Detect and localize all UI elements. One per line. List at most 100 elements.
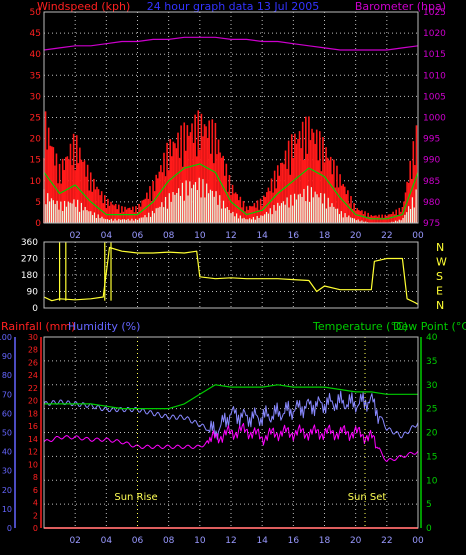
x-tick-label: 16 bbox=[288, 536, 300, 546]
sunset-label: Sun Set bbox=[348, 492, 387, 503]
baro-y-tick-label: 990 bbox=[423, 156, 440, 166]
windspeed-axis-label: Windspeed (kph) bbox=[37, 0, 130, 13]
wind-y-tick-label: 40 bbox=[30, 50, 42, 60]
wind-y-tick-label: 15 bbox=[30, 156, 41, 166]
compass-label: N bbox=[436, 241, 444, 254]
rain-y-tick-label: 12 bbox=[28, 448, 38, 457]
humidity-y-tick-label: 90 bbox=[2, 352, 12, 361]
x-tick-label: 20 bbox=[350, 536, 362, 546]
rain-y-tick-label: 0 bbox=[33, 524, 38, 533]
x-tick-label: 14 bbox=[256, 536, 268, 546]
x-tick-label: 06 bbox=[132, 536, 144, 546]
x-tick-label: 16 bbox=[288, 231, 300, 241]
temp-y-tick-label: 40 bbox=[426, 333, 438, 343]
compass-label: N bbox=[436, 299, 444, 312]
baro-y-tick-label: 985 bbox=[423, 177, 440, 187]
compass-label: S bbox=[436, 270, 443, 283]
x-tick-label: 12 bbox=[225, 231, 236, 241]
humidity-y-tick-label: 80 bbox=[2, 371, 12, 380]
x-tick-label: 20 bbox=[350, 231, 362, 241]
x-tick-label: 06 bbox=[132, 231, 144, 241]
x-tick-label: 22 bbox=[381, 231, 392, 241]
rain-y-tick-label: 24 bbox=[28, 371, 38, 380]
temp-y-tick-label: 5 bbox=[426, 500, 432, 510]
baro-y-tick-label: 1010 bbox=[423, 71, 446, 81]
rain-y-tick-label: 28 bbox=[28, 346, 38, 355]
x-tick-label: 10 bbox=[194, 231, 206, 241]
x-tick-label: 18 bbox=[319, 536, 331, 546]
wind-y-tick-label: 0 bbox=[35, 219, 41, 229]
baro-y-tick-label: 975 bbox=[423, 219, 440, 229]
baro-y-tick-label: 1020 bbox=[423, 29, 446, 39]
temp-panel-ticks: 0102030405060708090100024681012141618202… bbox=[0, 333, 438, 546]
x-tick-label: 22 bbox=[381, 536, 392, 546]
baro-y-tick-label: 1015 bbox=[423, 50, 446, 60]
rain-y-tick-label: 30 bbox=[28, 333, 38, 342]
x-tick-label: 08 bbox=[163, 536, 175, 546]
baro-y-tick-label: 1025 bbox=[423, 8, 446, 18]
wind-y-tick-label: 45 bbox=[30, 29, 41, 39]
wind-y-tick-label: 10 bbox=[30, 177, 42, 187]
temp-y-tick-label: 35 bbox=[426, 357, 437, 367]
wind-panel-frame bbox=[43, 11, 419, 224]
wind-y-tick-label: 5 bbox=[35, 198, 41, 208]
humidity-y-tick-label: 20 bbox=[2, 486, 12, 495]
humidity-y-tick-label: 70 bbox=[2, 390, 12, 399]
rain-y-tick-label: 2 bbox=[33, 511, 38, 520]
wind-y-tick-label: 20 bbox=[30, 135, 42, 145]
temperature-series-line bbox=[44, 384, 418, 410]
chart-title: 24 hour graph data 13 Jul 2005 bbox=[147, 0, 319, 13]
baro-y-tick-label: 995 bbox=[423, 135, 440, 145]
x-tick-label: 02 bbox=[69, 231, 80, 241]
rain-y-tick-label: 26 bbox=[28, 358, 38, 367]
temperature-axis-label: Temperature (°C) bbox=[312, 320, 408, 333]
baro-y-tick-label: 1000 bbox=[423, 114, 446, 124]
sunrise-label: Sun Rise bbox=[114, 492, 157, 503]
direction-panel-data bbox=[43, 242, 419, 305]
temp-panel-frame bbox=[43, 336, 419, 529]
humidity-y-tick-label: 30 bbox=[2, 467, 12, 476]
humidity-y-tick-label: 100 bbox=[0, 333, 12, 342]
rain-y-tick-label: 10 bbox=[28, 460, 38, 469]
humidity-y-tick-label: 60 bbox=[2, 409, 12, 418]
rain-y-tick-label: 8 bbox=[33, 473, 38, 482]
direction-y-tick-label: 0 bbox=[32, 304, 38, 314]
x-tick-label: 14 bbox=[256, 231, 268, 241]
rainfall-axis-label: Rainfall (mm) bbox=[1, 320, 75, 333]
temp-y-tick-label: 25 bbox=[426, 405, 437, 415]
direction-y-tick-label: 180 bbox=[21, 271, 38, 281]
x-tick-label: 12 bbox=[225, 536, 236, 546]
x-tick-label: 18 bbox=[319, 231, 331, 241]
baro-y-tick-label: 980 bbox=[423, 198, 440, 208]
dewpoint-series-line bbox=[43, 422, 419, 462]
rain-y-tick-label: 22 bbox=[28, 384, 38, 393]
x-tick-label: 02 bbox=[69, 536, 80, 546]
humidity-y-tick-label: 10 bbox=[2, 505, 12, 514]
x-tick-label: 04 bbox=[101, 536, 113, 546]
wind-y-tick-label: 35 bbox=[30, 71, 41, 81]
x-tick-label: 00 bbox=[412, 536, 424, 546]
compass-label: E bbox=[436, 285, 443, 298]
rain-y-tick-label: 14 bbox=[28, 435, 38, 444]
x-tick-label: 08 bbox=[163, 231, 175, 241]
x-tick-label: 00 bbox=[412, 231, 424, 241]
wind-y-tick-label: 30 bbox=[30, 92, 42, 102]
temp-y-tick-label: 15 bbox=[426, 452, 437, 462]
humidity-y-tick-label: 40 bbox=[2, 448, 12, 457]
direction-y-tick-label: 270 bbox=[21, 255, 38, 265]
wind-panel-data bbox=[43, 36, 419, 223]
x-tick-label: 10 bbox=[194, 536, 206, 546]
direction-panel-frame bbox=[43, 241, 419, 309]
dewpoint-axis-label: Dew Point (°C) bbox=[393, 320, 466, 333]
barometer-axis-label: Barometer (hpa) bbox=[355, 0, 446, 13]
wind-y-tick-label: 50 bbox=[30, 8, 42, 18]
compass-label: W bbox=[436, 256, 447, 269]
humidity-series-line bbox=[43, 390, 419, 440]
humidity-y-tick-label: 50 bbox=[2, 429, 12, 438]
temp-y-tick-label: 0 bbox=[426, 524, 432, 534]
rain-y-tick-label: 6 bbox=[33, 486, 38, 495]
temp-y-tick-label: 30 bbox=[426, 381, 438, 391]
rain-y-tick-label: 16 bbox=[28, 422, 38, 431]
